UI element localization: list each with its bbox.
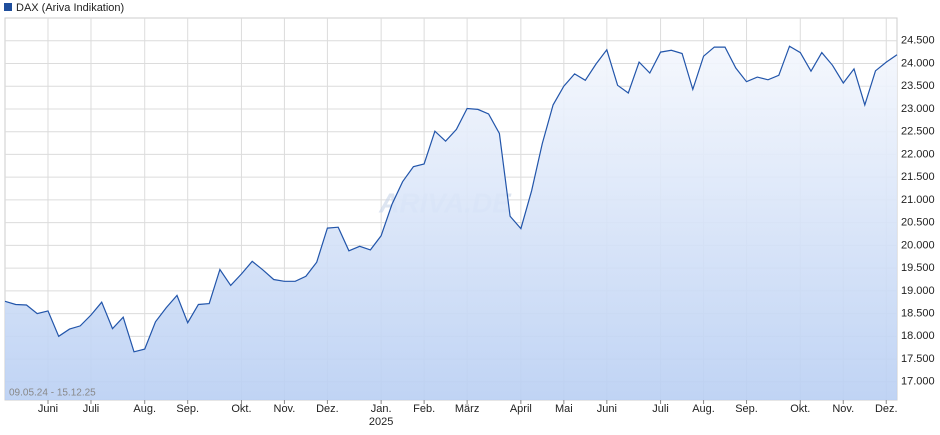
x-tick-label: Nov. [832, 403, 854, 415]
x-tick-label: Feb. [413, 403, 435, 415]
x-tick-label: Juni [597, 403, 617, 415]
y-tick-label: 17.500 [901, 353, 935, 365]
y-tick-label: 21.500 [901, 171, 935, 183]
y-tick-label: 24.500 [901, 35, 935, 47]
x-tick-label: Sep. [735, 403, 758, 415]
legend-label: DAX (Ariva Indikation) [16, 2, 124, 14]
x-tick-label: Sep. [176, 403, 199, 415]
y-tick-label: 23.500 [901, 80, 935, 92]
x-tick-label: Juli [83, 403, 100, 415]
x-tick-label: Aug. [692, 403, 715, 415]
x-tick-label: Mai [555, 403, 573, 415]
x-tick-label: März [455, 403, 479, 415]
x-tick-label: Juli [652, 403, 669, 415]
y-tick-label: 22.500 [901, 126, 935, 138]
legend-swatch [4, 3, 12, 11]
year-label: 2025 [369, 416, 393, 428]
y-tick-label: 19.500 [901, 262, 935, 274]
y-tick-label: 17.000 [901, 376, 935, 388]
y-tick-label: 18.500 [901, 308, 935, 320]
x-tick-label: Okt. [790, 403, 810, 415]
line [4, 45, 898, 353]
period-label: 09.05.24 - 15.12.25 [9, 388, 96, 399]
x-tick-label: Dez. [875, 403, 898, 415]
y-tick-label: 24.000 [901, 57, 935, 69]
x-tick-label: Nov. [274, 403, 296, 415]
y-tick-label: 23.000 [901, 103, 935, 115]
x-tick-label: Juni [38, 403, 58, 415]
x-tick-label: April [510, 403, 532, 415]
y-tick-label: 20.000 [901, 239, 935, 251]
y-tick-label: 19.000 [901, 285, 935, 297]
y-tick-label: 22.000 [901, 148, 935, 160]
area [5, 46, 897, 400]
y-tick-label: 20.500 [901, 217, 935, 229]
y-tick-label: 21.000 [901, 194, 935, 206]
x-tick-label: Dez. [316, 403, 339, 415]
x-tick-label: Aug. [133, 403, 156, 415]
y-tick-label: 18.000 [901, 330, 935, 342]
x-tick-label: Okt. [231, 403, 251, 415]
x-tick-label: Jan. [371, 403, 392, 415]
